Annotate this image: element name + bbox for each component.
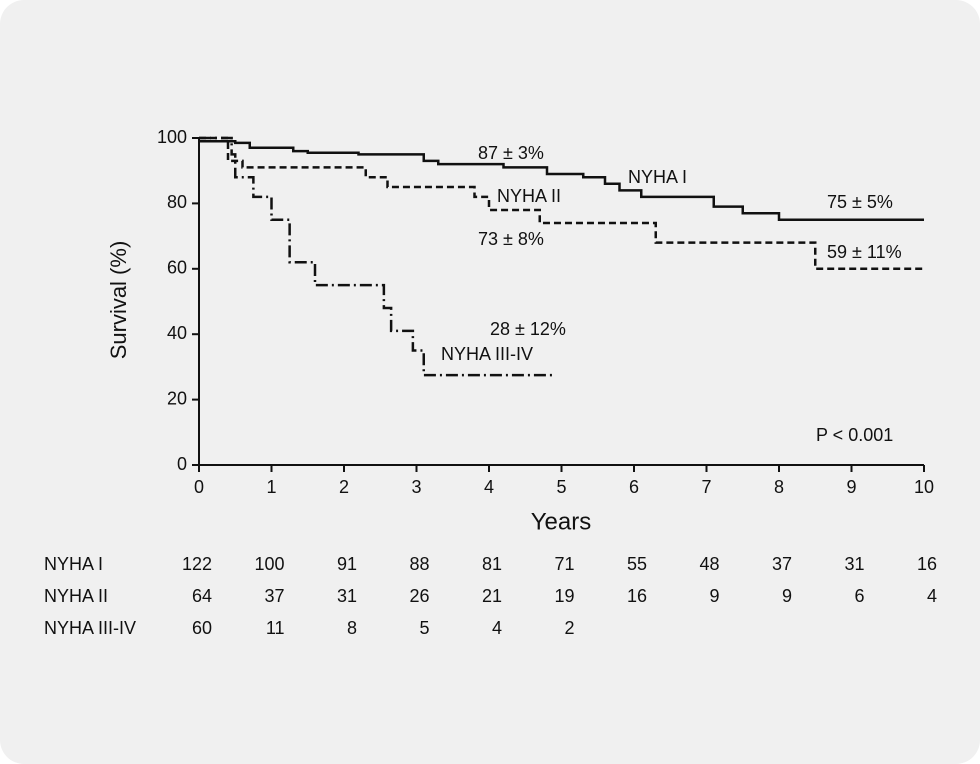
y-axis-label: Survival (%): [106, 241, 131, 360]
x-tick-label: 6: [629, 477, 639, 497]
at-risk-count: 16: [917, 554, 937, 574]
y-tick-label: 60: [167, 258, 187, 278]
x-tick-label: 7: [701, 477, 711, 497]
survival-curve: [199, 136, 924, 271]
annotation: 73 ± 8%: [478, 229, 544, 249]
at-risk-label: NYHA III-IV: [44, 618, 136, 638]
x-tick-label: 4: [484, 477, 494, 497]
y-tick-label: 40: [167, 323, 187, 343]
x-tick-label: 1: [266, 477, 276, 497]
annotation: 28 ± 12%: [490, 319, 566, 339]
at-risk-count: 31: [337, 586, 357, 606]
x-tick-label: 10: [914, 477, 934, 497]
at-risk-count: 31: [844, 554, 864, 574]
x-tick-label: 8: [774, 477, 784, 497]
at-risk-count: 37: [264, 586, 284, 606]
y-tick-label: 20: [167, 388, 187, 408]
annotation: 59 ± 11%: [827, 242, 902, 262]
x-axis-label: Years: [531, 508, 592, 535]
at-risk-count: 9: [782, 586, 792, 606]
at-risk-count: 81: [482, 554, 502, 574]
at-risk-count: 122: [182, 554, 212, 574]
at-risk-count: 5: [419, 618, 429, 638]
at-risk-count: 60: [192, 618, 212, 638]
at-risk-count: 8: [347, 618, 357, 638]
at-risk-label: NYHA I: [44, 554, 103, 574]
y-tick-label: 100: [157, 127, 187, 147]
at-risk-count: 71: [554, 554, 574, 574]
at-risk-count: 55: [627, 554, 647, 574]
series-label: NYHA II: [497, 186, 561, 206]
at-risk-count: 6: [854, 586, 864, 606]
x-tick-label: 9: [846, 477, 856, 497]
at-risk-count: 21: [482, 586, 502, 606]
annotation: 87 ± 3%: [478, 143, 544, 163]
at-risk-count: 37: [772, 554, 792, 574]
y-tick-label: 80: [167, 192, 187, 212]
at-risk-count: 91: [337, 554, 357, 574]
at-risk-count: 48: [699, 554, 719, 574]
annotation: P < 0.001: [816, 425, 893, 445]
at-risk-count: 9: [709, 586, 719, 606]
at-risk-count: 16: [627, 586, 647, 606]
survival-curve: [199, 140, 924, 221]
at-risk-count: 11: [266, 618, 285, 638]
y-tick-label: 0: [177, 454, 187, 474]
x-tick-label: 0: [194, 477, 204, 497]
at-risk-count: 26: [409, 586, 429, 606]
at-risk-count: 88: [409, 554, 429, 574]
at-risk-label: NYHA II: [44, 586, 108, 606]
at-risk-count: 19: [554, 586, 574, 606]
x-tick-label: 5: [556, 477, 566, 497]
series-label: NYHA I: [628, 167, 687, 187]
at-risk-count: 4: [492, 618, 502, 638]
annotation: 75 ± 5%: [827, 192, 893, 212]
series-label: NYHA III-IV: [441, 344, 533, 364]
at-risk-count: 64: [192, 586, 212, 606]
at-risk-count: 4: [927, 586, 937, 606]
x-tick-label: 2: [339, 477, 349, 497]
x-tick-label: 3: [411, 477, 421, 497]
at-risk-count: 2: [564, 618, 574, 638]
at-risk-count: 100: [254, 554, 284, 574]
survival-curve: [199, 136, 555, 377]
